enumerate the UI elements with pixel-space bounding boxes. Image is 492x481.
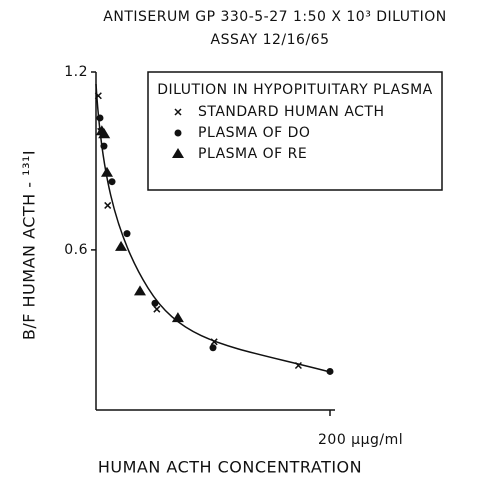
marker-circle <box>108 178 116 186</box>
chart-title: ANTISERUM GP 330-5-27 1:50 X 10³ DILUTIO… <box>103 9 446 25</box>
marker-circle <box>96 114 104 122</box>
marker-x <box>210 338 218 346</box>
marker-x-stroke <box>174 108 182 116</box>
marker-x <box>94 92 102 100</box>
marker-triangle <box>98 128 111 139</box>
chart-subtitle: ASSAY 12/16/65 <box>211 32 330 48</box>
marker-x-stroke <box>210 338 218 346</box>
legend-label: PLASMA OF RE <box>198 146 307 162</box>
legend-label: STANDARD HUMAN ACTH <box>198 104 385 120</box>
marker-x <box>294 361 302 370</box>
marker-x <box>104 201 112 209</box>
marker-x-stroke <box>153 305 161 313</box>
marker-x-stroke <box>94 92 102 100</box>
marker-circle <box>123 230 131 238</box>
marker-triangle <box>172 148 184 158</box>
marker-triangle <box>100 166 113 177</box>
marker-circle <box>326 367 334 375</box>
marker-triangle <box>115 240 128 251</box>
fitted-curve <box>95 83 331 373</box>
marker-circle <box>100 142 108 150</box>
y-tick-label: 1.2 <box>64 64 88 80</box>
x-axis-label: HUMAN ACTH CONCENTRATION <box>98 458 362 477</box>
marker-x-stroke <box>294 361 302 370</box>
marker-triangle <box>133 285 146 296</box>
y-tick-label: 0.6 <box>64 242 88 258</box>
marker-triangle <box>171 312 184 323</box>
legend-box <box>147 71 443 191</box>
marker-circle <box>151 299 159 307</box>
marker-x <box>153 305 161 313</box>
marker-x <box>174 108 182 116</box>
marker-circle <box>209 344 217 352</box>
x-tick-label: 200 µµg/ml <box>318 432 403 448</box>
marker-circle <box>174 129 182 137</box>
legend-title: DILUTION IN HYPOPITUITARY PLASMA <box>157 82 433 98</box>
y-axis-label: B/F HUMAN ACTH - ¹³¹I <box>20 150 39 340</box>
legend-label: PLASMA OF DO <box>198 125 310 141</box>
marker-x-stroke <box>104 201 112 209</box>
